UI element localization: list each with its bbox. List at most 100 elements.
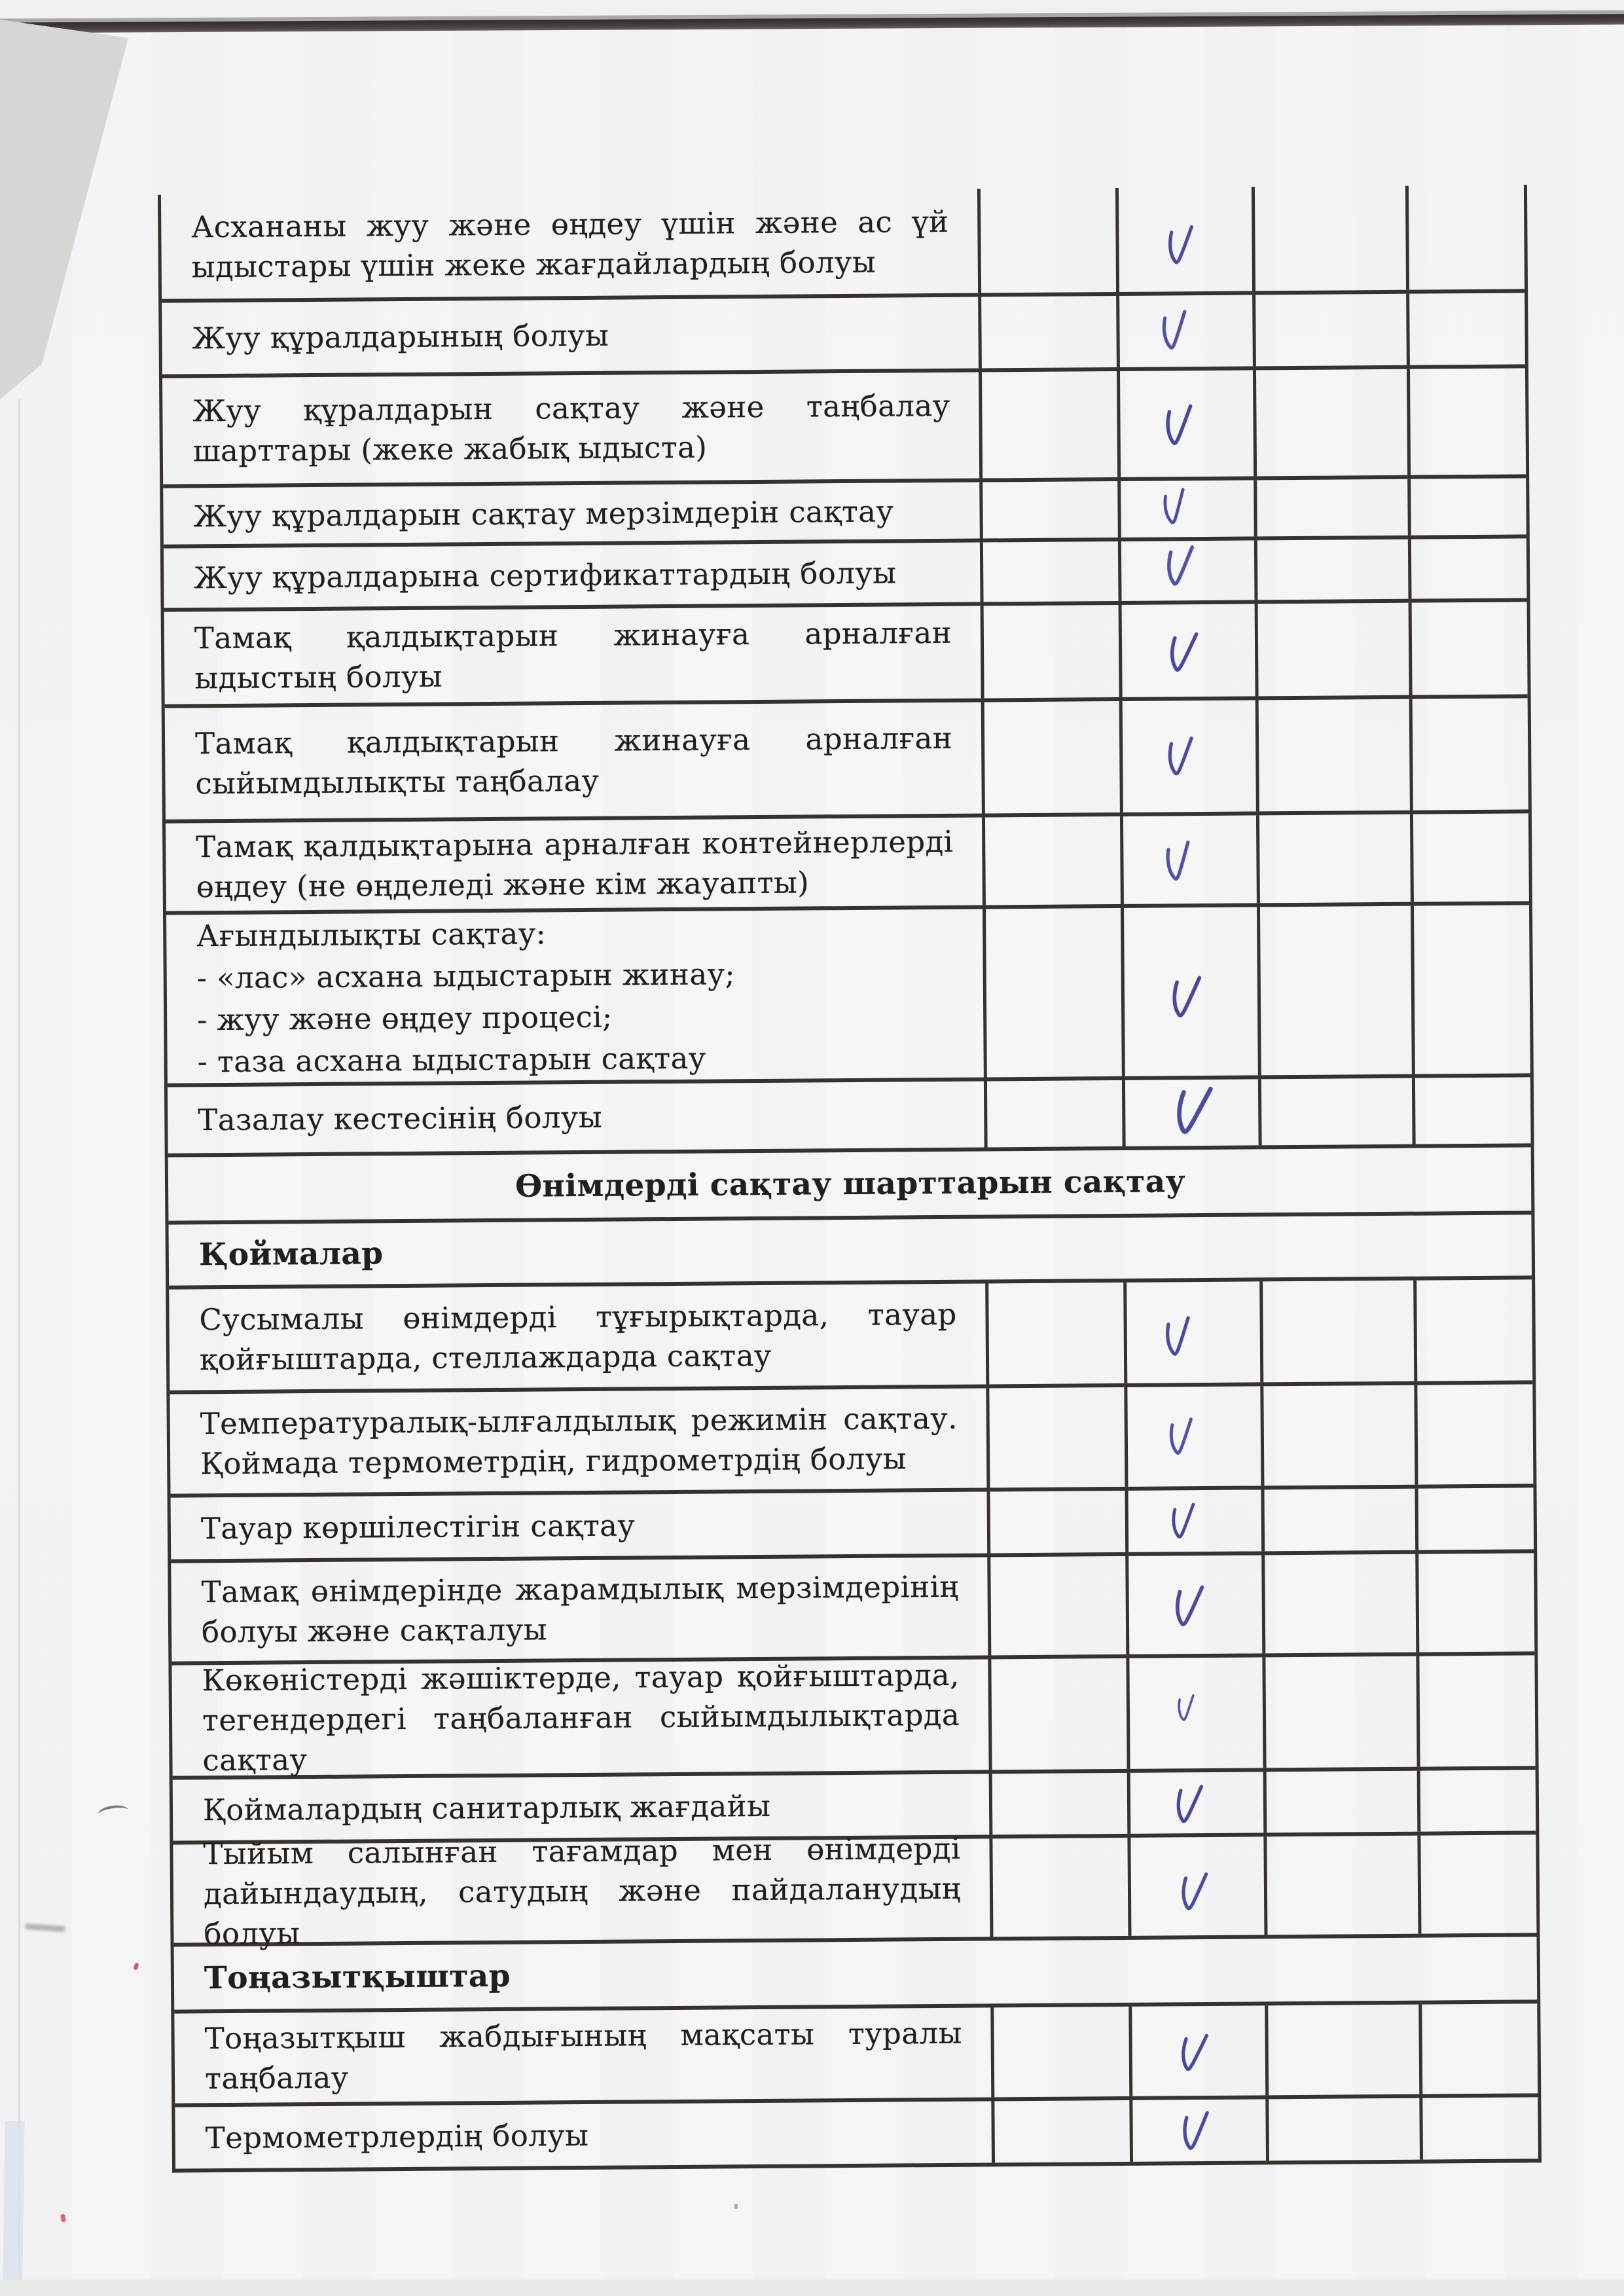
checkmark-icon [1157,835,1202,887]
table-row: Тамақ қалдықтарына арналған контейнерлер… [165,813,1529,915]
empty-cell [1252,293,1407,367]
checkmark-icon [1159,399,1202,451]
checkmark-icon [1166,1077,1223,1143]
check-cell [1124,1386,1261,1487]
table-row: Тоңазытқыш жабдығының мақсаты туралы таң… [174,2003,1538,2107]
empty-cell [1416,1655,1536,1767]
empty-cell [980,541,1119,602]
criterion-text: Жуу құралдарына сертификаттардың болуы [194,555,897,596]
criterion-text-cell: Тазалау кестесінің болуы [168,1081,984,1153]
table-row: Тамақ қалдықтарын жинауға арналған ыдыст… [164,602,1528,708]
check-cell [1116,295,1253,367]
empty-cell [988,1772,1128,1835]
check-cell [1117,370,1254,477]
empty-cell [1409,813,1529,902]
check-cell [1123,1281,1261,1383]
empty-cell [990,2006,1130,2098]
criterion-text-cell: Термометрлердің болуы [175,2101,992,2168]
empty-cell [986,1387,1125,1488]
empty-cell [1265,2004,1420,2096]
empty-cell [986,1490,1126,1554]
criterion-text: Жуу құралдарын сақтау мерзімдерін сақтау [193,493,894,534]
empty-cell [978,295,1117,369]
table-row: Термометрлердің болуы [175,2097,1538,2168]
subsection-row: Қоймалар [168,1214,1532,1290]
table-row: Жуу құралдарын сақтау мерзімдерін сақтау [163,478,1526,549]
check-cell [1127,1836,1265,1936]
criterion-text-cell: Тамақ өнімдерінде жарамдылық мерзімдерін… [171,1557,988,1661]
empty-cell [1419,2097,1538,2160]
empty-cell [988,1658,1127,1770]
checkmark-icon [1166,1499,1204,1543]
criterion-text-cell: Тоңазытқыш жабдығының мақсаты туралы таң… [174,2007,991,2103]
criterion-text: Тамақ қалдықтарын жинауға арналған сыйым… [194,720,953,801]
table-row: Тауар көршілестігін сақтау [170,1487,1534,1563]
empty-cell [1255,699,1410,812]
empty-cell [1257,1078,1413,1146]
empty-cell [1254,479,1408,537]
criterion-text: Температуралық-ылғалдылық режимін сақтау… [200,1400,958,1482]
check-cell [1121,907,1258,1076]
check-cell [1119,700,1256,812]
criterion-line: - таза асхана ыдыстарын сақтау [197,1040,706,1079]
empty-cell [1413,1279,1533,1381]
check-cell [1120,815,1257,904]
empty-cell [1408,602,1528,695]
check-cell [1115,187,1253,292]
empty-cell [1254,539,1409,600]
empty-cell [991,2100,1130,2163]
subsection-row: Тоңазытқыштар [173,1937,1538,2014]
empty-cell [1409,698,1528,811]
checklist-table: Асхананы жуу және өңдеу үшін және ас үй … [157,185,1542,2173]
checkmark-icon [1163,626,1206,678]
checkmark-icon [1157,1311,1201,1362]
empty-cell [1255,814,1411,903]
check-cell [1129,2099,1267,2162]
criterion-text-cell: Жуу құралдарын сақтау мерзімдерін сақтау [163,483,980,545]
empty-cell [981,701,1120,814]
check-cell [1127,1772,1264,1834]
section-title: Өнімдерді сақтау шарттарын сақтау [514,1163,1186,1205]
empty-cell [1263,1835,1418,1935]
criterion-text-cell: Сусымалы өнімдерді тұғырықтарда, тауар қ… [169,1283,986,1390]
empty-cell [1259,1280,1415,1383]
table-row: Асхананы жуу және өңдеу үшін және ас үй … [160,185,1525,303]
checkmark-icon [1162,1413,1202,1460]
table-row: Тыйым салынған тағамдар мен өнімдерді да… [173,1831,1537,1951]
criterion-text-cell: Температуралық-ылғалдылық режимін сақтау… [170,1388,986,1493]
checkmark-icon [1164,970,1209,1023]
scan-bottom-margin [0,2280,1624,2296]
criterion-text-cell: Асхананы жуу және өңдеу үшін және ас үй … [161,189,978,299]
empty-cell [987,1556,1127,1656]
criterion-text-cell: Тамақ қалдықтарына арналған контейнерлер… [166,818,983,911]
table-row: Жуу құралдарын сақтау және таңбалау шарт… [162,368,1526,488]
criterion-text-cell: Жуу құралдарының болуы [162,297,979,374]
empty-cell [989,1837,1128,1937]
empty-cell [1418,2003,1538,2094]
empty-cell [980,604,1119,699]
criterion-text: Тамақ қалдықтарын жинауға арналған ыдыст… [194,615,952,695]
empty-cell [1253,369,1408,477]
criterion-text: Тыйым салынған тағамдар мен өнімдерді да… [203,1831,962,1951]
empty-cell [1407,538,1527,599]
empty-cell [1415,1487,1534,1550]
table-row: Температуралық-ылғалдылық режимін сақтау… [170,1384,1534,1498]
criterion-text: Тазалау кестесінің болуы [198,1099,603,1138]
check-cell [1128,2005,1266,2096]
table-row: Сусымалы өнімдерді тұғырықтарда, тауар қ… [169,1279,1533,1394]
table-row: Жуу құралдарына сертификаттардың болуы [163,538,1527,612]
check-cell [1121,1077,1259,1146]
checkmark-icon [1174,2028,1216,2077]
criterion-text-cell: Тамақ қалдықтарын жинауға арналған ыдыст… [164,606,981,704]
empty-cell [982,816,1121,905]
check-cell [1126,1657,1263,1769]
empty-cell [1260,1385,1415,1486]
criterion-text: Тауар көршілестігін сақтау [200,1507,636,1546]
criterion-text-cell: Тауар көршілестігін сақтау [171,1491,988,1559]
scan-left-edge-artifact [3,2121,25,2284]
criterion-text: Тамақ өнімдерінде жарамдылық мерзімдерін… [201,1569,959,1650]
criterion-line: - «лас» асхана ыдыстарын жинау; [196,956,736,995]
subsection-title: Қоймалар [198,1235,384,1273]
paper-sheet [0,13,1624,2282]
criterion-text-cell: Ағындылықты сақтау: - «лас» асхана ыдыста… [166,909,984,1084]
